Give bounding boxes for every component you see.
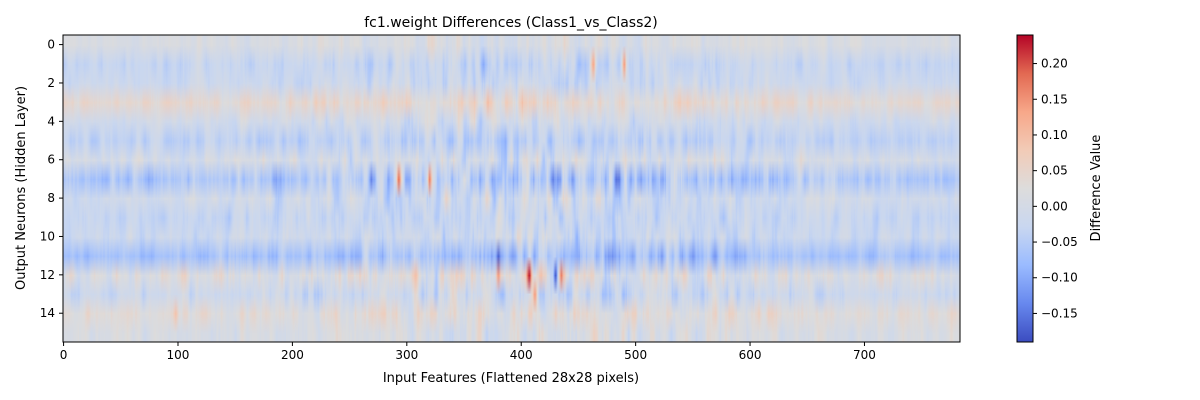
colorbar-tick-label: −0.15 (1041, 306, 1078, 320)
colorbar-tick-label: 0.05 (1041, 164, 1068, 178)
y-tick-label: 8 (47, 191, 55, 205)
plot-frame (62, 34, 961, 343)
y-axis-label: Output Neurons (Hidden Layer) (14, 86, 29, 290)
y-axis-ticks: 0 2 4 6 8 10 12 14 (40, 38, 63, 320)
y-tick-label: 14 (40, 306, 55, 320)
y-tick-label: 12 (40, 268, 55, 282)
x-axis-ticks: 0 100 200 300 400 500 600 700 (60, 342, 876, 362)
colorbar-tick-label: 0.20 (1041, 57, 1068, 71)
colorbar-tick-label: 0.15 (1041, 92, 1068, 106)
y-tick-label: 4 (47, 114, 55, 128)
x-axis-label: Input Features (Flattened 28x28 pixels) (383, 371, 639, 386)
heatmap-image (63, 35, 960, 342)
colorbar-label: Difference Value (1089, 135, 1104, 242)
colorbar (1016, 34, 1034, 343)
colorbar-tick-label: 0.00 (1041, 199, 1068, 213)
chart-title: fc1.weight Differences (Class1_vs_Class2… (364, 15, 658, 31)
y-tick-label: 6 (47, 153, 55, 167)
colorbar-ticks: −0.15 −0.10 −0.05 0.00 0.05 0.10 0.15 0.20 (1033, 57, 1078, 320)
x-tick-label: 500 (624, 348, 647, 362)
x-tick-label: 600 (739, 348, 762, 362)
x-tick-label: 200 (281, 348, 304, 362)
y-tick-label: 10 (40, 229, 55, 243)
y-tick-label: 0 (47, 38, 55, 52)
colorbar-tick-label: −0.10 (1041, 271, 1078, 285)
colorbar-tick-label: −0.05 (1041, 235, 1078, 249)
x-tick-label: 400 (510, 348, 533, 362)
y-tick-label: 2 (47, 76, 55, 90)
x-tick-label: 100 (167, 348, 190, 362)
x-tick-label: 700 (853, 348, 876, 362)
x-tick-label: 300 (395, 348, 418, 362)
colorbar-tick-label: 0.10 (1041, 128, 1068, 142)
x-tick-label: 0 (60, 348, 68, 362)
